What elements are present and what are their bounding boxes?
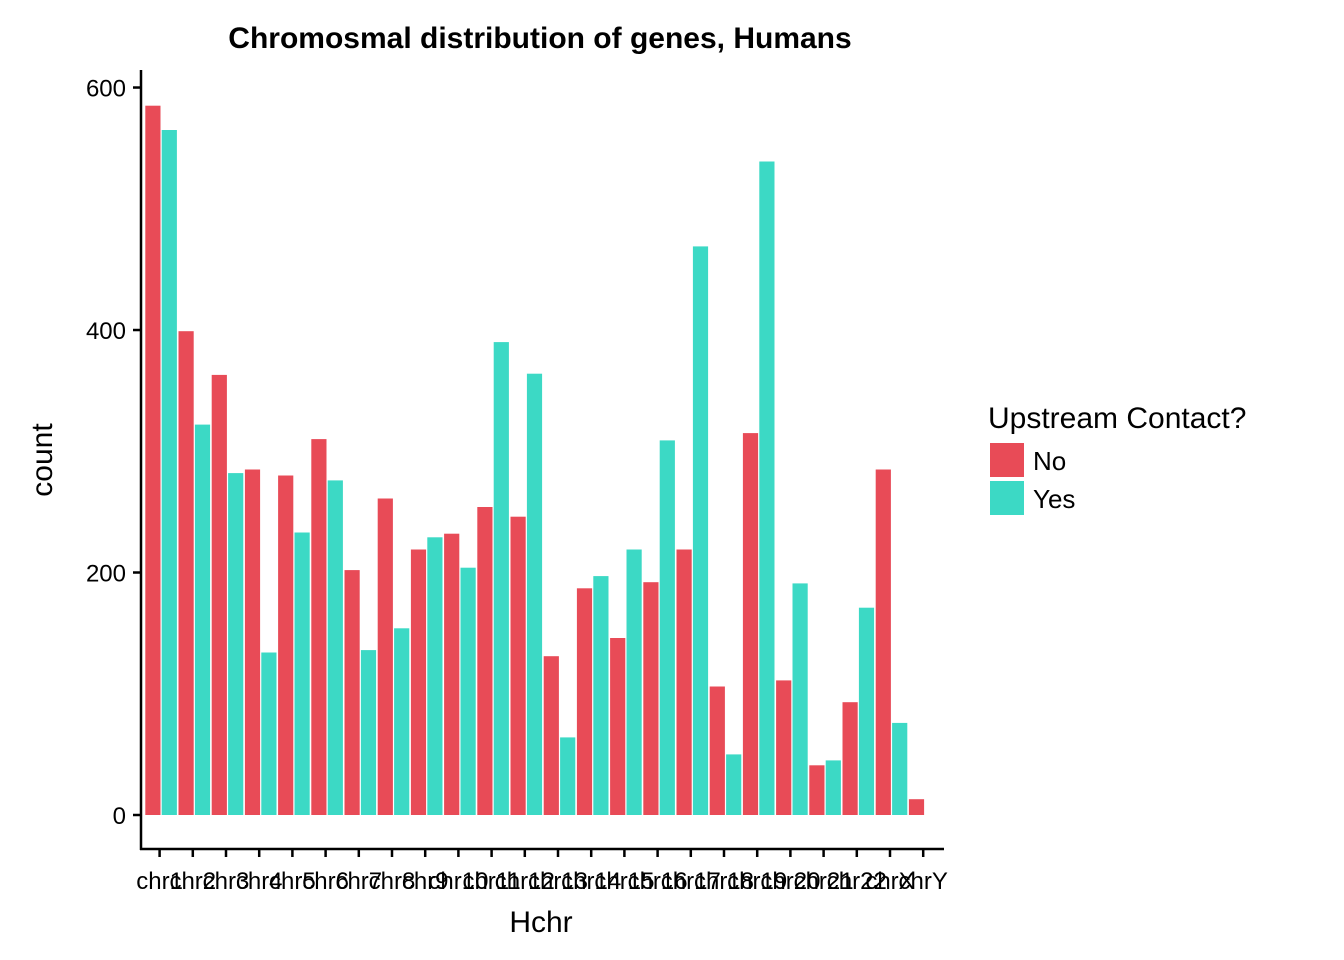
x-tick-label: chr9 xyxy=(402,868,449,895)
bar-chr17-yes xyxy=(692,246,709,815)
x-tick-label: chr13 xyxy=(528,868,588,895)
x-tick-label: chr11 xyxy=(462,868,520,895)
bar-chr9-yes xyxy=(427,537,443,815)
bar-chr19-yes xyxy=(759,161,775,815)
bar-chr7-no xyxy=(344,570,360,815)
bar-chr20-yes xyxy=(792,583,808,815)
x-tick-label: chr15 xyxy=(594,868,654,895)
bar-chr1-no xyxy=(145,105,161,815)
bar-chr22-no xyxy=(842,702,858,815)
x-tick-label: chr19 xyxy=(727,868,787,895)
x-tick-label: chr10 xyxy=(428,868,488,895)
x-tick-label: chr5 xyxy=(269,868,316,895)
bar-chrY-no xyxy=(908,799,925,815)
x-tick-label: chr2 xyxy=(169,868,216,895)
legend-label-yes: Yes xyxy=(1033,484,1075,514)
bar-chr16-no xyxy=(643,582,659,815)
x-tick-label: chrX xyxy=(865,868,914,895)
bar-chrX-yes xyxy=(892,722,908,815)
legend-label-no: No xyxy=(1033,446,1066,476)
x-tick-label: chr20 xyxy=(760,868,820,895)
bars-group xyxy=(145,105,925,815)
bar-chr4-yes xyxy=(261,652,277,815)
bar-chr21-no xyxy=(809,765,825,815)
bar-chr14-yes xyxy=(593,576,609,815)
x-tick-label: chr12 xyxy=(495,868,555,895)
bar-chr2-no xyxy=(178,331,194,815)
bar-chr4-no xyxy=(244,469,261,815)
bar-chr10-yes xyxy=(460,567,476,815)
chart-title: Chromosmal distribution of genes, Humans xyxy=(228,22,851,55)
bar-chr3-yes xyxy=(228,473,244,815)
bar-chr22-yes xyxy=(858,607,875,815)
bar-chr13-no xyxy=(543,656,559,815)
bar-chrX-no xyxy=(875,469,891,815)
x-tick-label: chr17 xyxy=(661,868,721,895)
x-axis-title: Hchr xyxy=(509,906,572,939)
legend-title: Upstream Contact? xyxy=(988,402,1246,435)
bar-chr8-yes xyxy=(394,628,410,815)
bar-chr5-no xyxy=(278,475,294,815)
bar-chr16-yes xyxy=(659,440,675,815)
bar-chr6-no xyxy=(311,439,327,815)
bar-chr21-yes xyxy=(825,760,841,815)
bar-chr15-yes xyxy=(626,549,642,815)
y-tick-label: 0 xyxy=(113,803,126,830)
legend: Upstream Contact? No Yes xyxy=(988,402,1246,515)
x-tick-label: chr8 xyxy=(369,868,416,895)
x-tick-label: chr3 xyxy=(203,868,250,895)
bar-chr10-no xyxy=(444,533,460,815)
bar-chr8-no xyxy=(377,498,393,815)
x-tick-label: chr7 xyxy=(335,868,382,895)
x-tick-label: chr18 xyxy=(694,868,754,895)
bar-chr20-no xyxy=(776,680,792,815)
bar-chr15-no xyxy=(610,638,626,815)
x-tick-label: chr16 xyxy=(628,868,688,895)
bar-chr13-yes xyxy=(560,737,576,815)
x-ticks-group: chr1chr2chr3chr4chr5chr6chr7chr8chr9chr1… xyxy=(136,849,948,895)
y-axis-title: count xyxy=(26,423,59,497)
bar-chr12-yes xyxy=(526,373,543,815)
x-tick-label: chr21 xyxy=(794,868,854,895)
x-tick-label: chr6 xyxy=(302,868,349,895)
bar-chr6-yes xyxy=(327,480,343,815)
bar-chr3-no xyxy=(211,374,227,815)
y-tick-label: 200 xyxy=(86,561,126,588)
bar-chr12-no xyxy=(510,516,526,815)
legend-swatch-no xyxy=(990,443,1024,477)
bar-chr5-yes xyxy=(294,532,310,815)
bar-chr18-no xyxy=(709,686,725,815)
bar-chr9-no xyxy=(410,549,427,815)
y-tick-label: 400 xyxy=(86,318,126,345)
x-tick-label: chr4 xyxy=(236,868,283,895)
bar-chr11-yes xyxy=(493,342,509,815)
y-ticks-group: 0 200 400 600 xyxy=(86,76,141,830)
bar-chr2-yes xyxy=(194,424,211,815)
bar-chr14-no xyxy=(576,588,593,815)
y-tick-label: 600 xyxy=(86,76,126,103)
bar-chr19-no xyxy=(742,433,759,815)
bar-chr7-yes xyxy=(360,650,377,815)
bar-chr17-no xyxy=(676,549,692,815)
legend-swatch-yes xyxy=(990,481,1024,515)
bar-chr11-no xyxy=(477,507,493,815)
bar-chr1-yes xyxy=(161,130,177,815)
x-tick-label: chr1 xyxy=(136,868,183,895)
x-tick-label: chr22 xyxy=(827,868,887,895)
x-tick-label: chr14 xyxy=(561,868,621,895)
bar-chr18-yes xyxy=(726,754,742,815)
x-tick-label: chrY xyxy=(899,868,948,895)
